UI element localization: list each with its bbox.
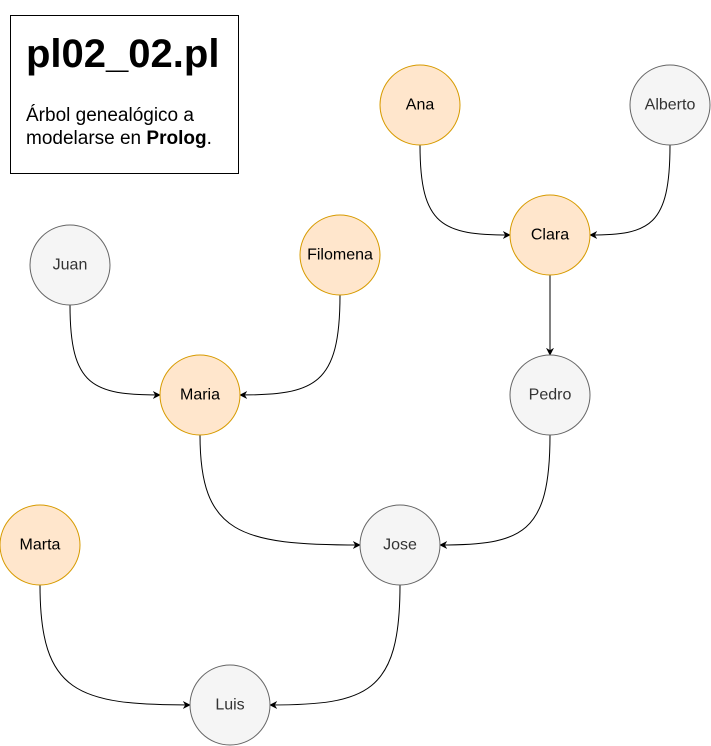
node-maria-circle xyxy=(159,354,241,436)
node-pedro: Pedro xyxy=(509,354,591,436)
node-ana: Ana xyxy=(379,64,461,146)
nodes-layer: Ana Alberto Clara Juan Filomena Maria Pedro Mar… xyxy=(0,64,711,746)
node-jose-circle xyxy=(359,504,441,586)
node-jose: Jose xyxy=(359,504,441,586)
edge-alberto-to-clara xyxy=(589,144,671,239)
node-alberto-circle xyxy=(629,64,711,146)
node-juan-label: Juan xyxy=(53,257,88,274)
node-ana-label: Ana xyxy=(406,97,435,114)
edge-marta-to-luis xyxy=(39,584,191,709)
node-pedro-circle xyxy=(509,354,591,436)
node-jose-label: Jose xyxy=(383,537,417,554)
node-alberto: Alberto xyxy=(629,64,711,146)
node-marta-label: Marta xyxy=(20,537,61,554)
node-maria-label: Maria xyxy=(180,387,220,404)
node-luis-label: Luis xyxy=(215,697,244,714)
node-marta: Marta xyxy=(0,504,81,586)
node-alberto-label: Alberto xyxy=(645,97,696,114)
edge-ana-to-clara xyxy=(419,144,511,239)
node-luis: Luis xyxy=(189,664,271,746)
edge-jose-to-luis xyxy=(269,584,401,709)
node-ana-circle xyxy=(379,64,461,146)
node-marta-circle xyxy=(0,504,81,586)
diagram-description: Árbol genealógico a modelarse en Prolog. xyxy=(26,104,236,150)
title-box: pl02_02.pl Árbol genealógico a modelarse… xyxy=(10,15,239,174)
edge-filomena-to-maria xyxy=(239,294,341,399)
edge-juan-to-maria xyxy=(69,304,161,399)
node-filomena: Filomena xyxy=(299,214,381,296)
edge-pedro-to-jose xyxy=(439,434,551,549)
description-text: Árbol genealógico a modelarse en xyxy=(26,105,194,149)
edge-maria-to-jose xyxy=(199,434,361,549)
node-luis-circle xyxy=(189,664,271,746)
node-maria: Maria xyxy=(159,354,241,436)
description-end-text: . xyxy=(206,128,212,149)
node-juan: Juan xyxy=(29,224,111,306)
node-filomena-label: Filomena xyxy=(307,247,373,264)
description-bold-text: Prolog xyxy=(146,128,207,149)
node-pedro-label: Pedro xyxy=(529,387,572,404)
diagram-title: pl02_02.pl xyxy=(26,32,220,76)
node-clara-circle xyxy=(509,194,591,276)
node-clara: Clara xyxy=(509,194,591,276)
node-juan-circle xyxy=(29,224,111,306)
node-filomena-circle xyxy=(299,214,381,296)
edges-layer xyxy=(39,144,671,709)
node-clara-label: Clara xyxy=(531,227,569,244)
